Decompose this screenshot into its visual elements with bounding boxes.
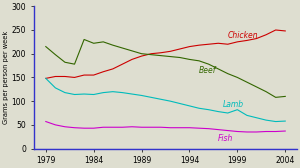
Y-axis label: Grams per person per week: Grams per person per week	[3, 31, 9, 124]
Text: Fish: Fish	[218, 134, 234, 143]
Text: Chicken: Chicken	[228, 31, 258, 40]
Text: Beef: Beef	[199, 66, 216, 75]
Text: Lamb: Lamb	[223, 100, 244, 109]
